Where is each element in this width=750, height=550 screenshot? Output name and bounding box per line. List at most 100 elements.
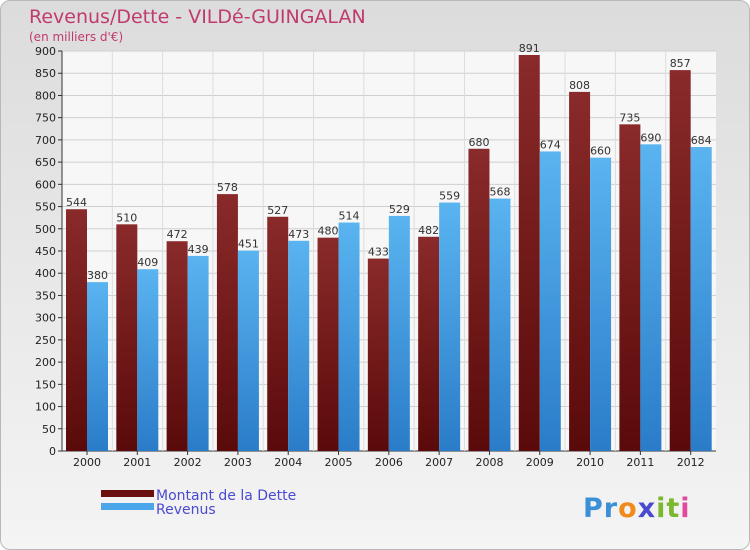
x-tick-label: 2005 xyxy=(325,456,353,469)
x-tick-label: 2004 xyxy=(274,456,302,469)
data-label-dette: 544 xyxy=(66,196,87,209)
x-tick-label: 2001 xyxy=(123,456,151,469)
x-tick-label: 2002 xyxy=(174,456,202,469)
x-tick-label: 2010 xyxy=(576,456,604,469)
bar-revenus xyxy=(539,151,561,451)
y-tick-label: 300 xyxy=(35,312,56,325)
bar-revenus xyxy=(388,215,410,451)
data-label-revenus: 473 xyxy=(288,228,309,241)
data-label-revenus: 568 xyxy=(489,186,510,199)
data-label-dette: 578 xyxy=(217,181,238,194)
bar-dette xyxy=(468,148,490,451)
legend-swatch-debt xyxy=(101,490,154,497)
data-label-revenus: 674 xyxy=(540,138,561,151)
legend-label-revenus: Revenus xyxy=(156,502,216,518)
chart-subtitle: (en milliers d'€) xyxy=(29,30,123,44)
bar-dette xyxy=(66,209,87,451)
bar-dette xyxy=(267,216,289,451)
bar-revenus xyxy=(489,198,511,451)
bars-layer xyxy=(66,55,712,452)
x-tick-label: 2008 xyxy=(475,456,503,469)
data-label-revenus: 660 xyxy=(590,145,611,158)
labels-layer: 0 50 100 150 200 250 300 350 400 450 500 550 600 650 7… xyxy=(35,42,712,469)
data-label-revenus: 380 xyxy=(87,269,108,282)
y-tick-label: 0 xyxy=(49,445,56,458)
bar-dette xyxy=(619,124,641,451)
data-label-revenus: 529 xyxy=(389,203,410,216)
y-tick-label: 400 xyxy=(35,267,56,280)
bar-revenus xyxy=(590,157,612,451)
legend: Montant de la Dette Revenus xyxy=(101,488,296,518)
data-label-revenus: 451 xyxy=(238,238,259,251)
x-tick-label: 2009 xyxy=(526,456,554,469)
data-label-revenus: 684 xyxy=(691,134,712,147)
y-tick-label: 900 xyxy=(35,45,56,58)
data-label-dette: 857 xyxy=(670,57,691,70)
bar-revenus xyxy=(187,255,209,451)
logo-letter: i xyxy=(656,493,666,524)
data-label-dette: 527 xyxy=(267,204,288,217)
bar-revenus xyxy=(640,144,662,452)
logo-letter: i xyxy=(680,493,690,524)
data-label-dette: 510 xyxy=(116,211,137,224)
legend-label-debt: Montant de la Dette xyxy=(156,488,296,504)
data-label-dette: 472 xyxy=(167,228,188,241)
y-tick-label: 100 xyxy=(35,401,56,414)
logo-letter: P xyxy=(583,493,604,524)
x-tick-label: 2007 xyxy=(425,456,453,469)
y-tick-label: 650 xyxy=(35,156,56,169)
data-label-revenus: 439 xyxy=(188,243,209,256)
data-label-revenus: 514 xyxy=(339,210,360,223)
y-tick-label: 250 xyxy=(35,334,56,347)
bar-revenus xyxy=(439,202,461,451)
y-tick-label: 800 xyxy=(35,89,56,102)
legend-swatch-revenus xyxy=(101,503,154,510)
data-label-revenus: 409 xyxy=(137,256,158,269)
bar-dette xyxy=(669,70,691,451)
data-label-dette: 433 xyxy=(368,246,389,259)
data-label-dette: 735 xyxy=(619,111,640,124)
y-tick-label: 600 xyxy=(35,178,56,191)
x-tick-label: 2012 xyxy=(677,456,705,469)
bar-revenus xyxy=(87,282,108,451)
data-label-dette: 482 xyxy=(418,224,439,237)
bar-revenus xyxy=(288,240,310,451)
y-tick-label: 350 xyxy=(35,289,56,302)
x-tick-label: 2011 xyxy=(626,456,654,469)
logo-letter: t xyxy=(666,493,680,524)
y-tick-label: 200 xyxy=(35,356,56,369)
y-tick-label: 450 xyxy=(35,245,56,258)
data-label-dette: 808 xyxy=(569,79,590,92)
bar-dette xyxy=(418,236,440,451)
y-tick-label: 50 xyxy=(42,423,56,436)
bar-dette xyxy=(518,55,540,451)
bar-revenus xyxy=(690,147,712,451)
bar-dette xyxy=(166,241,188,451)
bar-dette xyxy=(216,194,238,451)
bar-dette xyxy=(367,258,389,451)
data-label-revenus: 690 xyxy=(640,131,661,144)
x-tick-label: 2003 xyxy=(224,456,252,469)
data-label-dette: 891 xyxy=(519,42,540,55)
bar-dette xyxy=(317,237,339,451)
bar-dette xyxy=(569,91,591,451)
y-tick-label: 850 xyxy=(35,67,56,80)
bar-dette xyxy=(116,224,138,451)
x-tick-label: 2006 xyxy=(375,456,403,469)
bar-revenus xyxy=(137,269,159,451)
y-tick-label: 150 xyxy=(35,378,56,391)
bar-revenus xyxy=(338,222,360,451)
chart-title: Revenus/Dette - VILDé-GUINGALAN xyxy=(29,6,366,28)
x-tick-label: 2000 xyxy=(73,456,101,469)
bar-revenus xyxy=(237,250,259,451)
logo-letter: r xyxy=(604,493,618,524)
logo-letter: x xyxy=(638,493,656,524)
data-label-dette: 480 xyxy=(318,225,339,238)
y-tick-label: 550 xyxy=(35,201,56,214)
logo-letter: o xyxy=(618,493,638,524)
y-tick-label: 500 xyxy=(35,223,56,236)
y-tick-label: 750 xyxy=(35,112,56,125)
data-label-revenus: 559 xyxy=(439,190,460,203)
